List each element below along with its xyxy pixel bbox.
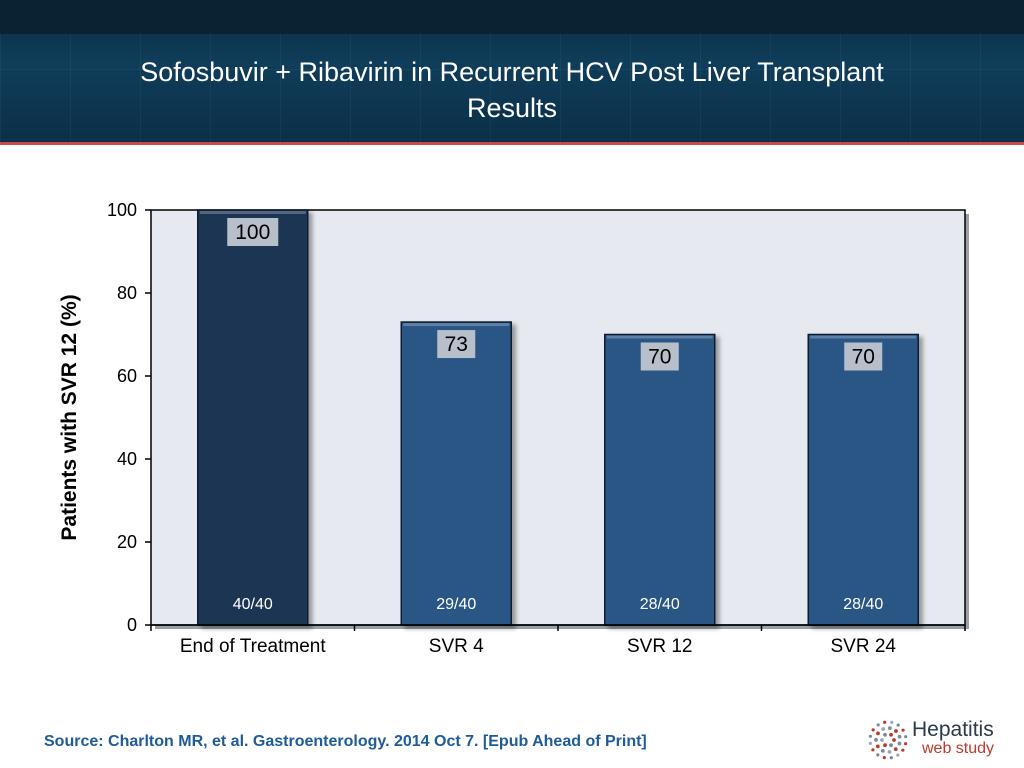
logo-dot [876,723,880,727]
value-label-box [437,330,476,359]
logo-dot [901,728,905,732]
fraction-label: 40/40 [233,596,273,613]
x-tick-label: End of Treatment [180,636,326,657]
x-tick-label: SVR 4 [429,636,484,657]
header-top-band [0,0,1024,34]
logo-text-web-study: web study [922,740,995,757]
value-label: 73 [445,333,468,356]
logo-dot [904,742,908,746]
logo-dot [896,753,900,757]
x-tick-label: SVR 24 [831,636,897,657]
logo-dot [901,748,905,752]
header-divider [0,142,1024,145]
logo-dot [889,743,893,748]
value-label-box [640,342,679,371]
logo-dot [897,741,902,746]
logo-dot [887,726,892,731]
y-tick-label: 80 [117,283,137,303]
y-axis-label: Patients with SVR 12 (%) [58,294,81,540]
logo-dot [875,744,880,749]
value-label-box [844,342,883,371]
y-tick-label: 20 [117,532,137,552]
logo-text-hepatitis: Hepatitis [912,718,994,741]
bar [807,333,919,626]
logo-dot [897,734,902,739]
logo-dot [871,748,875,752]
hepatitis-logo: Hepatitis web study [866,718,1016,762]
fraction-label: 28/40 [843,596,883,613]
logo-dot [880,748,885,753]
logo-dot [889,732,893,737]
bar-highlight [810,335,917,339]
logo-dot [876,753,880,757]
logo-dot [883,732,887,737]
fraction-label: 28/40 [640,596,680,613]
logo-dot [889,756,893,760]
source-citation: Source: Charlton MR, et al. Gastroentero… [44,733,647,750]
bar-highlight [403,323,510,327]
logo-dot [883,743,887,748]
slide-title-line1: Sofosbuvir + Ribavirin in Recurrent HCV … [140,57,884,87]
logo-dot [876,731,880,736]
logo-dot [904,735,908,739]
logo-dot [871,728,875,732]
value-label-box [227,218,279,246]
logo-dot [868,734,872,738]
logo-dot [883,720,887,724]
slide-title: Sofosbuvir + Ribavirin in Recurrent HCV … [0,54,1024,126]
header-banner [0,0,1024,142]
logo-dot [882,756,886,760]
logo-dot [896,723,900,727]
logo-dot [894,729,898,733]
bar [400,321,512,626]
value-label: 100 [235,221,270,244]
value-label: 70 [648,346,671,369]
bar [197,209,309,626]
logo-dot [880,738,884,742]
logo-dot [890,720,894,724]
bar-highlight [199,211,306,214]
logo-dot [893,747,898,752]
bar-chart: 0 20 40 60 80 100 Patients with SVR 12 (%) 100 4… [58,200,969,657]
bar [604,333,716,626]
logo-dot [874,737,878,742]
logo-dot [881,727,886,731]
y-tick-label: 60 [117,366,137,386]
y-tick-label: 100 [107,200,137,220]
logo-dot [892,738,896,742]
y-tick-label: 40 [117,449,137,469]
bar-highlight [606,335,713,339]
x-tick-label: SVR 12 [627,636,692,657]
logo-dot [887,750,892,754]
y-tick-label: 0 [127,615,137,635]
slide-title-line2: Results [466,93,558,123]
fraction-label: 29/40 [436,596,476,613]
value-label: 70 [852,346,875,369]
logo-dot [868,741,872,745]
dots-circle-icon [868,720,908,760]
